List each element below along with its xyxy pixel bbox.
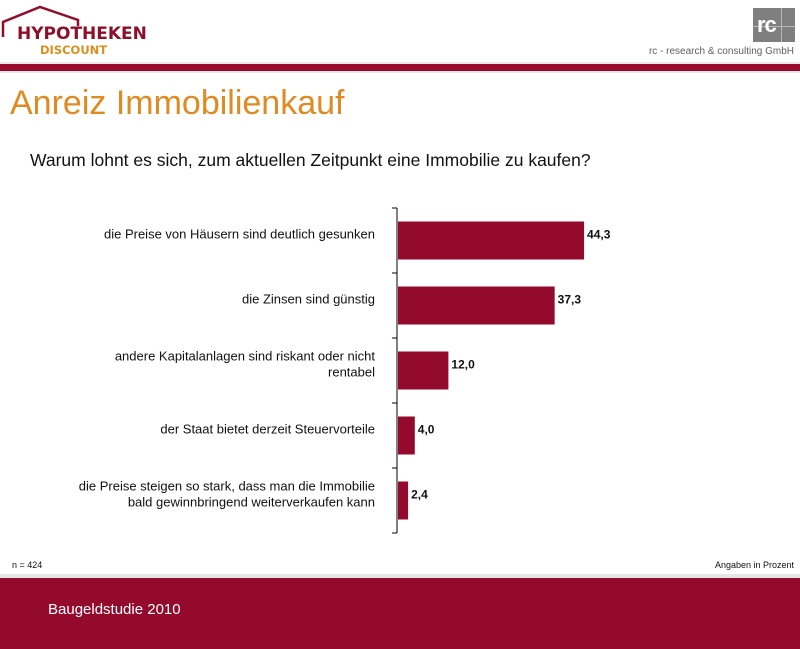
sample-size-note: n = 424 <box>12 560 43 570</box>
header-divider-band <box>0 62 800 73</box>
category-label: die Preise von Häusern sind deutlich ges… <box>104 227 375 242</box>
footer-text: Baugeldstudie 2010 <box>48 601 181 618</box>
category-label: bald gewinnbringend weiterverkaufen kann <box>128 495 375 510</box>
value-label: 2,4 <box>411 488 428 502</box>
bar <box>398 221 585 260</box>
category-label: die Zinsen sind günstig <box>242 292 375 307</box>
value-label: 4,0 <box>418 423 435 437</box>
company-name: rc - research & consulting GmbH <box>648 46 794 57</box>
rc-logo-line <box>781 8 782 42</box>
value-label: 12,0 <box>451 358 475 372</box>
bar <box>398 351 449 390</box>
bar <box>398 481 409 520</box>
bar <box>398 286 555 325</box>
survey-question: Warum lohnt es sich, zum aktuellen Zeitp… <box>30 150 591 170</box>
hypotheken-discount-logo: HYPOTHEKEN DISCOUNT <box>0 0 147 62</box>
bar-chart: 44,3 die Preise von Häusern sind deutlich… <box>79 207 611 534</box>
rc-logo-line <box>753 26 795 27</box>
category-label: andere Kapitalanlagen sind riskant oder … <box>115 349 376 364</box>
category-label: rentabel <box>328 365 375 380</box>
category-label: der Staat bietet derzeit Steuervorteile <box>160 422 375 437</box>
logo-text-main: HYPOTHEKEN <box>17 24 147 44</box>
footer-divider <box>0 574 800 578</box>
footer-band <box>0 578 800 649</box>
logo-text-sub: DISCOUNT <box>40 43 108 57</box>
unit-note: Angaben in Prozent <box>714 560 794 570</box>
house-roof-icon <box>1 5 80 37</box>
rc-logo: rc <box>753 8 795 42</box>
value-label: 37,3 <box>558 293 582 307</box>
category-label: die Preise steigen so stark, dass man di… <box>79 479 375 494</box>
value-label: 44,3 <box>587 228 611 242</box>
page-title: Anreiz Immobilienkauf <box>10 84 345 122</box>
rc-logo-text: rc <box>757 12 777 37</box>
bar <box>398 416 415 455</box>
